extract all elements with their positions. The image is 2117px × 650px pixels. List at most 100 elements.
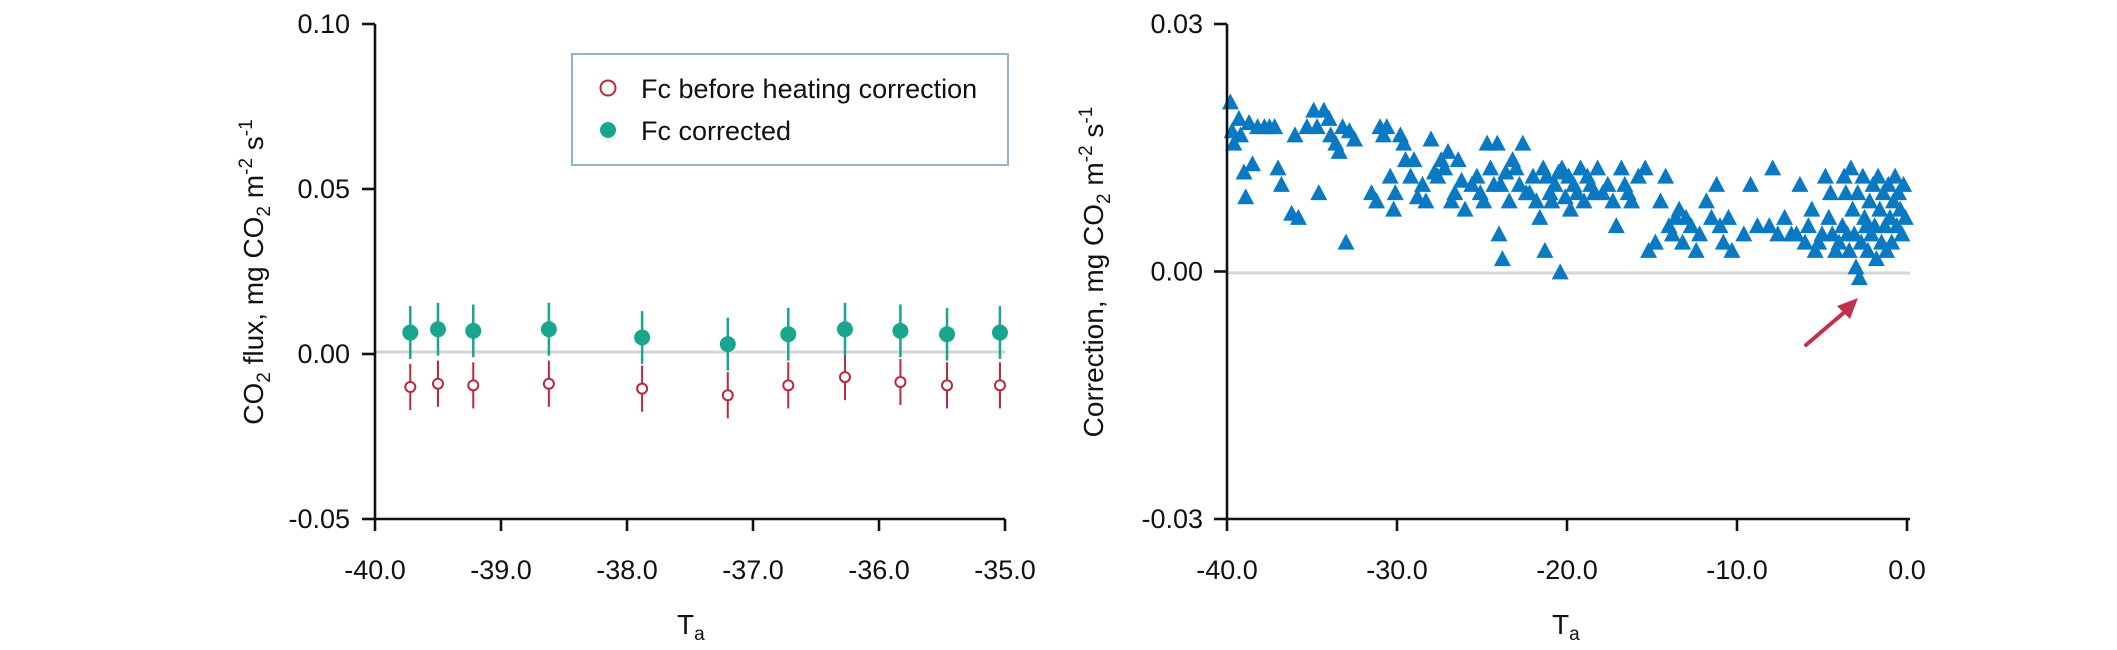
- correction-point: [1869, 167, 1887, 184]
- correction-point: [1674, 233, 1692, 250]
- corrected-point: [939, 326, 956, 343]
- legend-marker-corrected: [600, 122, 616, 138]
- correction-point: [1572, 159, 1590, 176]
- correction-point: [1395, 134, 1413, 151]
- correction-point: [1847, 258, 1865, 275]
- right-x-ticks: -40.0 -30.0 -20.0 -10.0 0.0: [1196, 519, 1926, 585]
- before-point: [721, 389, 734, 402]
- correction-point: [1646, 233, 1664, 250]
- corrected-point: [991, 324, 1008, 341]
- correction-point: [1422, 130, 1440, 147]
- correction-point: [1510, 175, 1528, 192]
- right-x-tick-label: 0.0: [1888, 555, 1926, 585]
- corrected-point: [780, 326, 797, 343]
- before-point: [404, 381, 417, 393]
- correction-point: [1468, 167, 1486, 184]
- correction-point: [1402, 167, 1420, 184]
- left-y-tick-label: -0.05: [288, 504, 350, 534]
- left-x-tick-label: -38.0: [596, 555, 658, 585]
- correction-point: [1488, 134, 1506, 151]
- correction-point: [1514, 134, 1532, 151]
- correction-point: [1623, 192, 1641, 209]
- correction-point: [1568, 184, 1586, 201]
- before-point: [432, 377, 444, 390]
- correction-point: [1507, 159, 1525, 176]
- correction-point: [1856, 208, 1873, 225]
- correction-point: [1874, 184, 1892, 201]
- right-x-tick-label: -40.0: [1196, 555, 1258, 585]
- correction-point: [1844, 200, 1862, 217]
- correction-point: [1414, 175, 1431, 192]
- correction-point: [1663, 225, 1681, 242]
- correction-point: [1845, 225, 1863, 242]
- correction-point: [1861, 192, 1879, 209]
- correction-point: [1378, 118, 1396, 135]
- correction-point: [1594, 184, 1612, 201]
- correction-point: [1629, 167, 1647, 184]
- correction-point: [1442, 192, 1460, 209]
- arrow-head: [1837, 298, 1858, 319]
- correction-point: [1830, 233, 1848, 250]
- before-point: [782, 379, 795, 392]
- correction-point: [1386, 184, 1404, 201]
- corrected-point: [540, 321, 557, 338]
- corrected-point: [836, 321, 853, 338]
- right-x-tick-label: -30.0: [1366, 555, 1428, 585]
- correction-point: [1272, 175, 1290, 192]
- correction-point: [1796, 233, 1814, 250]
- correction-point: [1697, 192, 1715, 209]
- correction-point: [1883, 233, 1901, 250]
- correction-point: [1330, 142, 1348, 159]
- legend: Fc before heating correction Fc correcte…: [571, 53, 1009, 166]
- correction-point: [1691, 225, 1709, 242]
- left-x-tick-label: -36.0: [848, 555, 910, 585]
- correction-point: [1417, 192, 1435, 209]
- before-point: [941, 379, 954, 392]
- correction-point: [1652, 192, 1669, 209]
- right-x-axis-title: Ta: [1552, 609, 1580, 645]
- correction-point: [1840, 241, 1858, 258]
- left-y-tick-label: 0.10: [297, 9, 350, 39]
- correction-point: [1720, 208, 1737, 225]
- correction-point: [1543, 192, 1561, 209]
- correction-point: [1884, 192, 1902, 209]
- correction-point: [1546, 175, 1564, 192]
- right-y-tick-label: -0.03: [1141, 504, 1203, 534]
- correction-point: [1827, 241, 1845, 258]
- correction-point: [1852, 233, 1870, 250]
- correction-point: [1879, 175, 1897, 192]
- correction-point: [1769, 225, 1787, 242]
- right-chart: -0.03 0.00 0.03 -40.0 -30.0 -20.0 -10.0 0.0 Co…: [1076, 9, 1926, 645]
- correction-point: [1748, 217, 1766, 234]
- correction-point: [1703, 208, 1720, 225]
- correction-point: [1735, 225, 1753, 242]
- correction-point: [1446, 184, 1464, 201]
- correction-point: [1822, 184, 1839, 201]
- correction-point: [1381, 167, 1399, 184]
- correction-point: [1764, 159, 1782, 176]
- correction-point: [1604, 192, 1622, 209]
- correction-point: [1760, 217, 1778, 234]
- correction-point: [1492, 175, 1510, 192]
- correction-point: [1553, 159, 1571, 176]
- correction-point: [1538, 167, 1556, 184]
- correction-point: [1230, 109, 1248, 126]
- correction-point: [1385, 200, 1403, 217]
- correction-point: [1886, 167, 1904, 184]
- legend-box: [571, 53, 1009, 166]
- correction-point: [1711, 217, 1729, 234]
- correction-point: [1881, 208, 1899, 225]
- correction-point: [1429, 167, 1447, 184]
- corrected-point: [465, 322, 482, 339]
- right-x-tick-label: -20.0: [1536, 555, 1598, 585]
- corrected-point: [892, 322, 909, 339]
- left-y-ticks: -0.05 0.00 0.05 0.10: [288, 9, 375, 534]
- left-x-ticks: -40.0 -39.0 -38.0 -37.0 -36.0 -35.0: [344, 519, 1036, 585]
- arrow-shaft: [1804, 308, 1849, 347]
- correction-point: [1493, 250, 1511, 267]
- correction-point: [1551, 263, 1569, 280]
- legend-label-before: Fc before heating correction: [641, 74, 977, 104]
- right-x-tick-label: -10.0: [1706, 555, 1768, 585]
- correction-point: [1286, 126, 1304, 143]
- correction-point: [1456, 200, 1474, 217]
